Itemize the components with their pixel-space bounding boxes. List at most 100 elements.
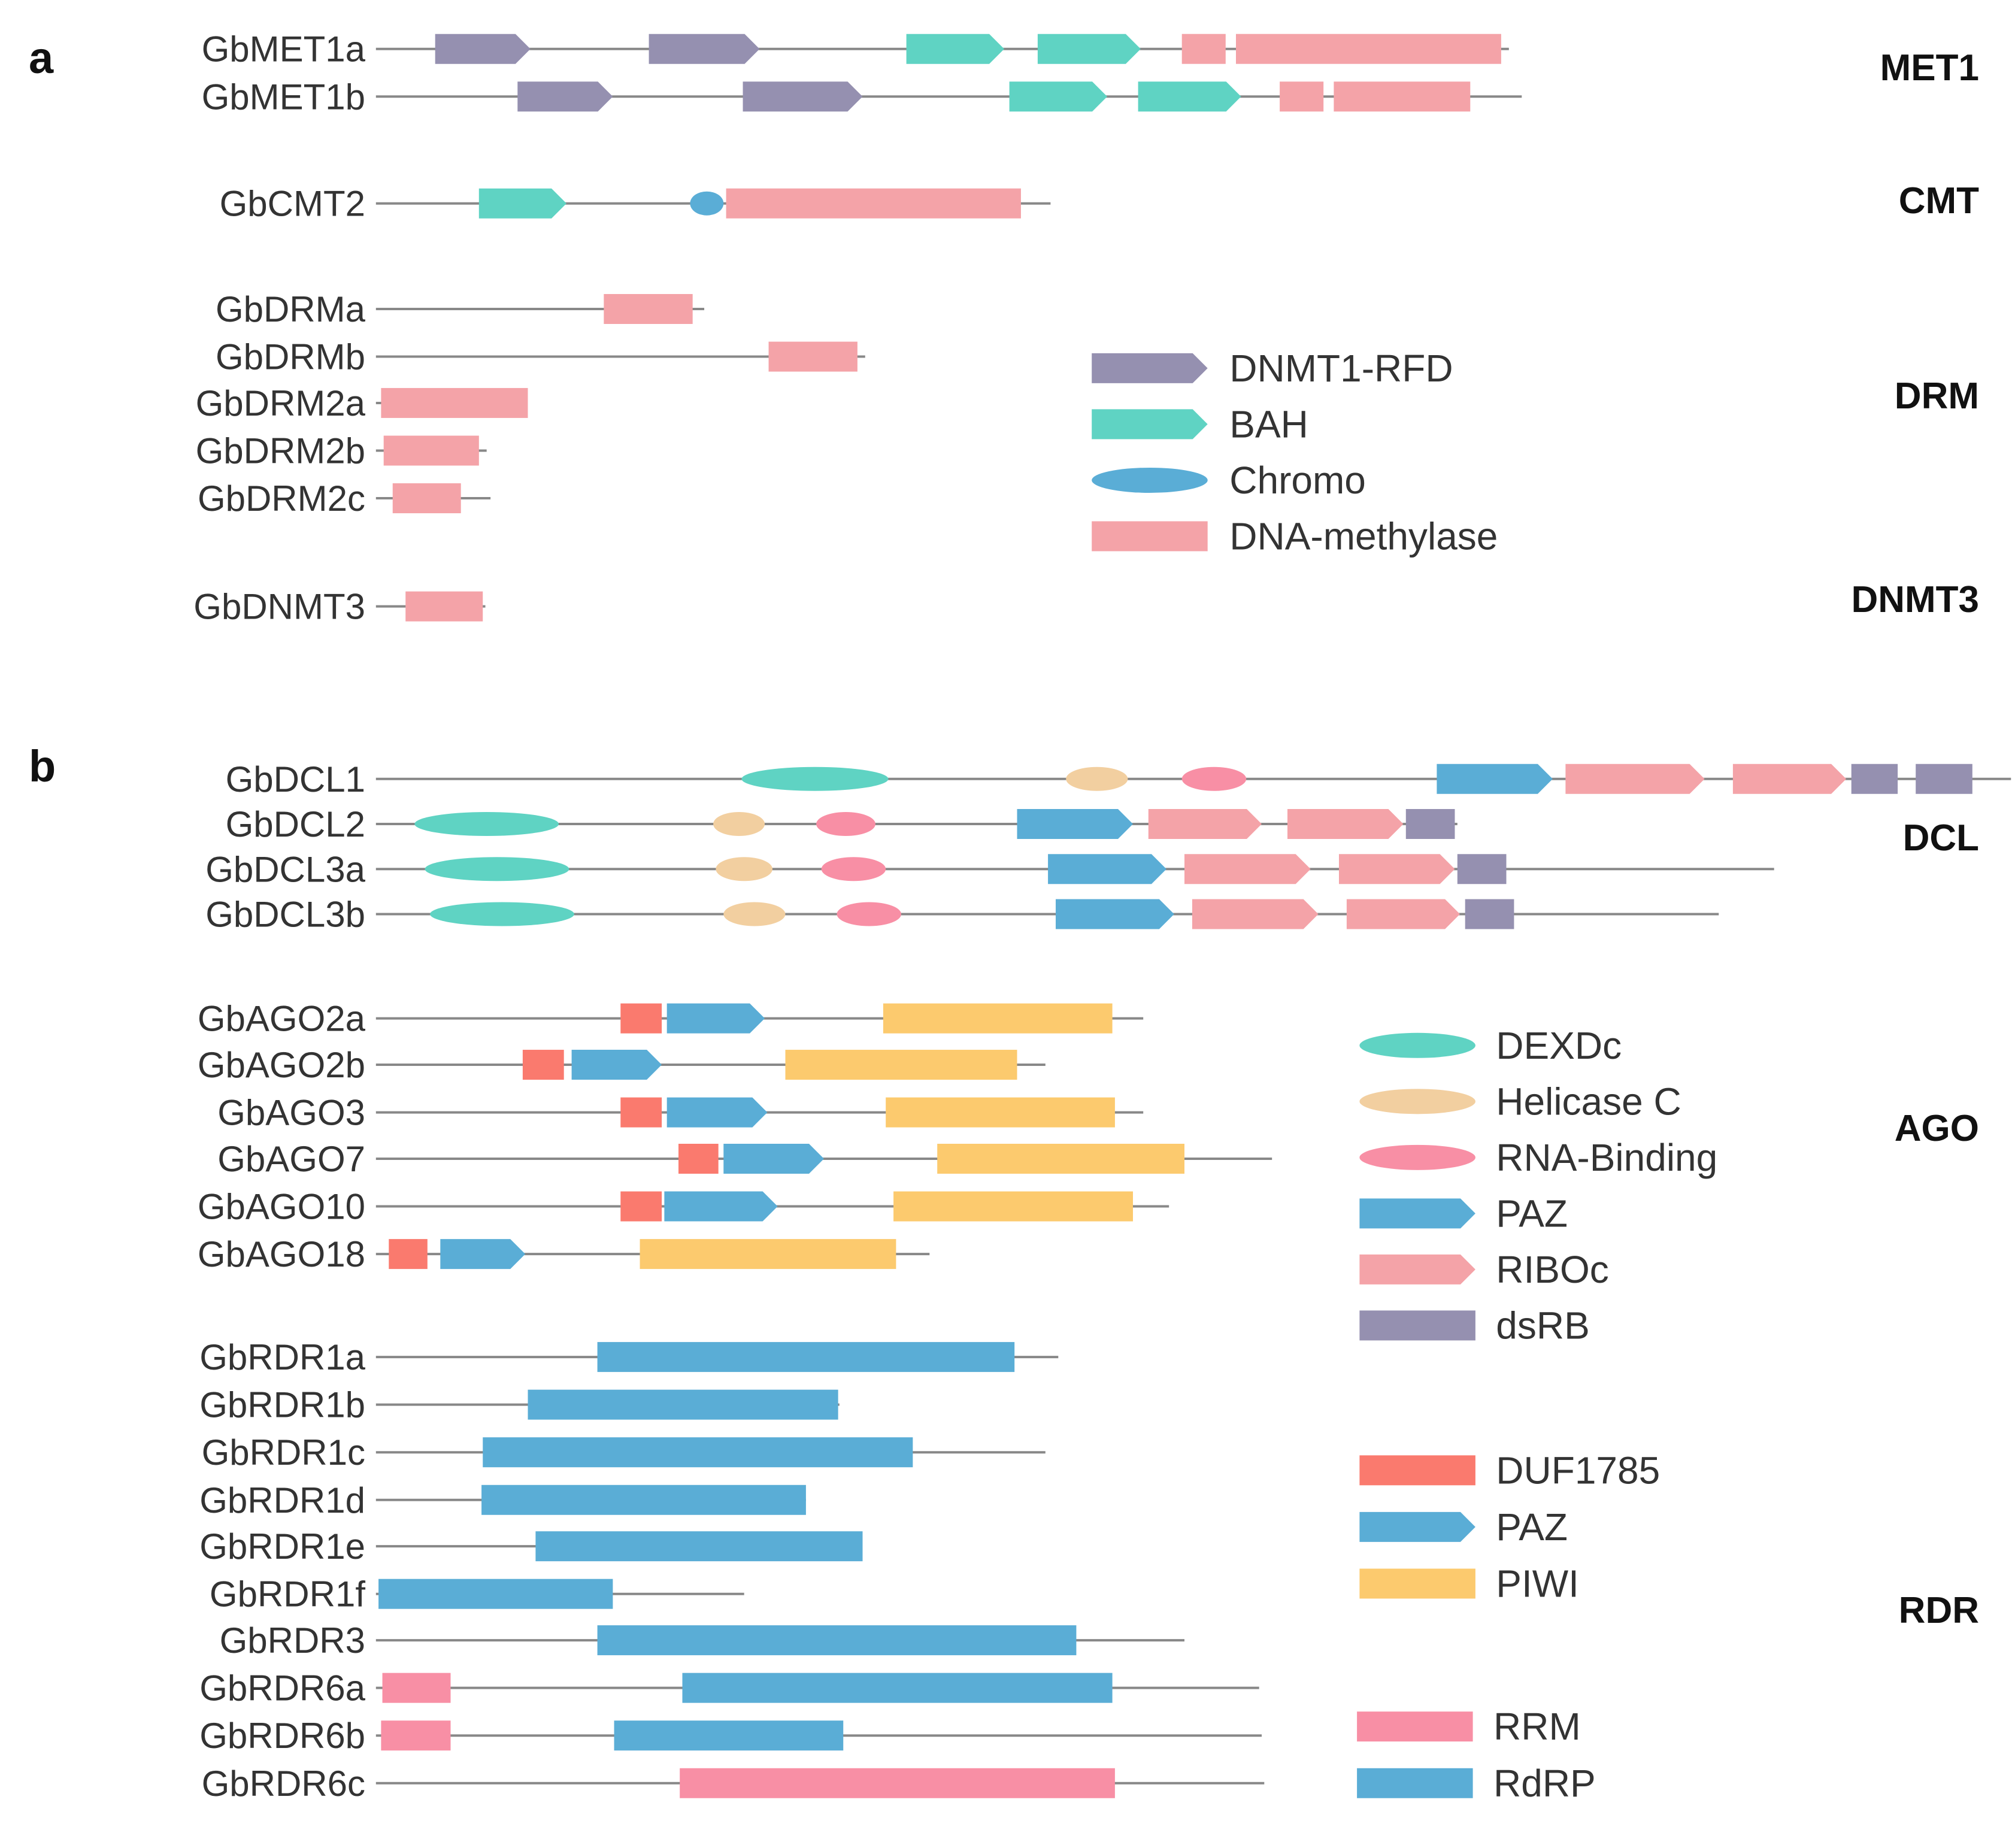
gene-row-gbrdr6b: GbRDR6b <box>199 1716 1262 1756</box>
legend-item-piwi: PIWI <box>1359 1562 1579 1605</box>
domain-paz <box>666 1097 768 1128</box>
gene-row-gbago7: GbAGO7 <box>217 1139 1272 1179</box>
gene-label: GbDRM2b <box>196 431 365 471</box>
domain-dna-methylase <box>1181 34 1226 64</box>
domain-duf1785 <box>620 1097 662 1128</box>
domain-riboc <box>1339 854 1455 884</box>
domain-dsrb <box>1405 809 1455 839</box>
gene-label: GbRDR6b <box>199 1716 365 1756</box>
legend-swatch-dexdc <box>1359 1032 1475 1058</box>
legend-item-paz: PAZ <box>1359 1505 1568 1549</box>
domain-paz <box>664 1191 778 1222</box>
legend-swatch-riboc <box>1359 1254 1475 1284</box>
domain-dsrb <box>1465 899 1514 929</box>
domain-bah <box>1138 81 1241 112</box>
gene-label: GbDRMa <box>216 289 366 329</box>
legend-swatch-paz <box>1359 1198 1475 1229</box>
domain-rdrp <box>614 1720 844 1751</box>
domain-dna-methylase <box>383 435 479 466</box>
domain-dna-methylase <box>1236 34 1501 64</box>
gene-row-gbrdr1c: GbRDR1c <box>202 1432 1046 1473</box>
gene-row-gbdrm2c: GbDRM2c <box>198 478 491 519</box>
legend-label: RdRP <box>1493 1762 1596 1805</box>
family-label-rdr: RDR <box>1899 1590 1979 1631</box>
gene-label: GbDRMb <box>216 337 365 377</box>
gene-row-gbrdr1a: GbRDR1a <box>199 1337 1059 1377</box>
legend-item-riboc: RIBOc <box>1359 1248 1609 1291</box>
domain-dna-methylase <box>726 188 1021 219</box>
domain-paz <box>1017 809 1133 839</box>
legend-b2: DUF1785 PAZ PIWI <box>1359 1449 1660 1605</box>
domain-piwi <box>893 1191 1133 1222</box>
domain-dnmt1-rfd <box>517 81 613 112</box>
gene-row-gbdrm2b: GbDRM2b <box>196 431 487 471</box>
legend-label: PAZ <box>1496 1192 1568 1235</box>
gene-row-gbdcl3a: GbDCL3a <box>205 849 1774 889</box>
domain-helicase-c <box>713 812 765 836</box>
legend-label: PIWI <box>1496 1562 1579 1605</box>
domain-duf1785 <box>389 1239 428 1270</box>
gene-label: GbAGO10 <box>198 1187 365 1227</box>
domain-piwi <box>937 1144 1184 1174</box>
legend-swatch-rrm <box>1357 1711 1473 1742</box>
domain-dnmt1-rfd <box>743 81 863 112</box>
gene-row-gbmet1b: GbMET1b <box>202 77 1522 117</box>
gene-row-gbrdr6a: GbRDR6a <box>199 1668 1259 1708</box>
legend-item-dna-methylase: DNA-methylase <box>1092 514 1498 558</box>
legend-label: DNA-methylase <box>1229 514 1498 558</box>
gene-row-gbrdr6c: GbRDR6c <box>202 1764 1265 1804</box>
domain-piwi <box>886 1097 1115 1128</box>
domain-riboc <box>1287 809 1404 839</box>
gene-label: GbRDR1a <box>199 1337 365 1377</box>
domain-paz <box>1056 899 1174 929</box>
legend-swatch-duf1785 <box>1359 1455 1475 1486</box>
domain-paz <box>1437 764 1553 794</box>
gene-label: GbDCL1 <box>226 759 365 799</box>
panel-label-b: b <box>29 741 56 791</box>
legend-swatch-dna-methylase <box>1092 521 1208 552</box>
gene-label: GbMET1a <box>202 29 366 69</box>
family-label-ago: AGO <box>1895 1108 1979 1149</box>
gene-row-gbdcl1: GbDCL1 <box>226 759 2011 799</box>
domain-rdrp <box>597 1342 1015 1373</box>
legend-swatch-helicase-c <box>1359 1089 1475 1114</box>
legend-label: DEXDc <box>1496 1024 1622 1067</box>
legend-label: RIBOc <box>1496 1248 1608 1291</box>
gene-label: GbAGO2a <box>198 999 366 1039</box>
gene-label: GbRDR6a <box>199 1668 365 1708</box>
domain-riboc <box>1565 764 1705 794</box>
gene-label: GbAGO2b <box>198 1045 365 1085</box>
panel-label-a: a <box>29 33 54 83</box>
domain-duf1785 <box>620 1003 662 1034</box>
legend-swatch-chromo <box>1092 467 1208 493</box>
domain-dna-methylase <box>604 294 693 324</box>
gene-label: GbRDR3 <box>220 1620 365 1661</box>
domain-piwi <box>785 1050 1017 1080</box>
gene-label: GbDCL3b <box>205 895 365 935</box>
domain-dna-methylase <box>392 483 461 514</box>
legend-item-helicase-c: Helicase C <box>1359 1080 1681 1123</box>
domain-paz <box>440 1239 526 1270</box>
gene-label: GbRDR1b <box>199 1385 365 1425</box>
gene-row-gbago18: GbAGO18 <box>198 1234 930 1274</box>
family-label-dcl: DCL <box>1903 817 1979 859</box>
gene-label: GbDCL2 <box>226 804 365 844</box>
legend-swatch-dsrb <box>1359 1310 1475 1341</box>
family-label-cmt: CMT <box>1899 180 1979 222</box>
legend-a: DNMT1-RFD BAH Chromo DNA-methylase <box>1092 347 1498 558</box>
legend-label: BAH <box>1229 402 1308 446</box>
gene-row-gbdrma: GbDRMa <box>216 289 705 329</box>
legend-item-dsrb: dsRB <box>1359 1304 1590 1347</box>
domain-piwi <box>640 1239 896 1270</box>
domain-piwi <box>883 1003 1113 1034</box>
domain-helicase-c <box>723 902 786 926</box>
domain-riboc <box>1184 854 1311 884</box>
domain-dnmt1-rfd <box>435 34 531 64</box>
domain-dna-methylase <box>768 341 857 372</box>
domain-dexdc <box>430 902 574 926</box>
domain-paz <box>571 1050 662 1080</box>
legend-label: Chromo <box>1229 459 1366 502</box>
domain-paz <box>1048 854 1166 884</box>
domain-riboc <box>1148 809 1262 839</box>
legend-b1: DEXDc Helicase C RNA-Binding PAZ RIBOc dsRB <box>1359 1024 1717 1347</box>
